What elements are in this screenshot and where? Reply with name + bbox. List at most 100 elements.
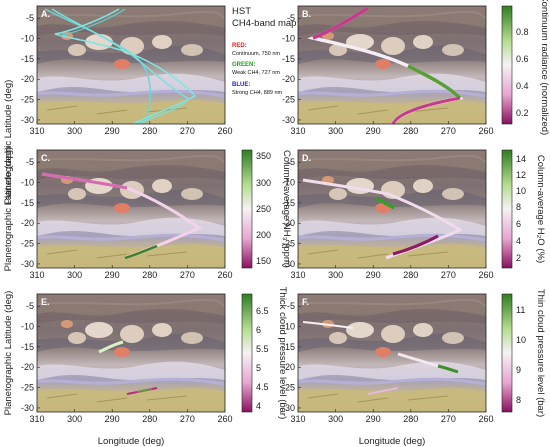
xtick-label: 290: [105, 270, 120, 280]
panel-d-label: D.: [302, 153, 311, 163]
xtick-label: 310: [290, 126, 305, 136]
ytick-label: -20: [21, 218, 34, 228]
ytick-label: -15: [282, 198, 295, 208]
colorbar-d-tick-6: 2: [516, 253, 521, 263]
colorbar-e-tick-1: 6: [256, 325, 261, 335]
panel-b-swath-low-2: [391, 96, 461, 124]
legend-title-line1: HST: [232, 6, 251, 17]
panel-b-swath-low: [312, 6, 369, 40]
panel-d-frame: [297, 149, 487, 269]
ytick-label: -30: [282, 403, 295, 413]
colorbar-e-tick-0: 6.5: [256, 306, 269, 316]
panel-c-label: C.: [41, 153, 50, 163]
ytick-label: -5: [26, 157, 34, 167]
panel-b: B.: [297, 5, 487, 125]
legend-title-line2: CH4-band map: [232, 18, 296, 29]
panel-c-swath-low: [41, 172, 128, 190]
colorbar-b: 0.8 0.6 0.4 0.2 Continuum radiance (norm…: [501, 0, 550, 135]
legend-red-desc: Continuum, 750 nm: [232, 51, 280, 57]
ytick-label: -20: [282, 362, 295, 372]
xtick-label: 260: [217, 414, 232, 424]
colorbar-d-tick-1: 12: [516, 170, 526, 180]
colorbar-c-tick-1: 300: [256, 178, 271, 188]
panel-f-swath-1: [302, 321, 354, 329]
colorbar-b-tick-0: 0.8: [516, 27, 529, 37]
xtick-label: 310: [290, 270, 305, 280]
ytick-label: -15: [282, 54, 295, 64]
colorbar-d-tick-2: 10: [516, 186, 526, 196]
ytick-label: -10: [282, 178, 295, 188]
xtick-label: 260: [217, 126, 232, 136]
panel-a-label: A.: [41, 9, 50, 19]
colorbar-f-tick-3: 8: [516, 395, 521, 405]
colorbar-c-tick-2: 250: [256, 204, 271, 214]
colorbar-c-tick-3: 200: [256, 230, 271, 240]
xtick-label: 270: [441, 270, 456, 280]
xtick-label: 260: [217, 270, 232, 280]
colorbar-e-tick-2: 5.5: [256, 344, 269, 354]
colorbar-f-tick-2: 9: [516, 365, 521, 375]
ytick-label: -15: [21, 198, 34, 208]
legend-green-key: GREEN:: [232, 62, 255, 68]
panel-a-frame: [36, 5, 226, 125]
panel-e-label: E.: [41, 297, 50, 307]
panel-f-map: [298, 294, 486, 412]
xtick-label: 300: [328, 126, 343, 136]
ytick-label: -20: [282, 218, 295, 228]
panel-e: E.: [36, 293, 226, 413]
xtick-label: 290: [366, 414, 381, 424]
xtick-label: 280: [142, 414, 157, 424]
ytick-label: -10: [21, 34, 34, 44]
colorbar-d-tick-0: 14: [516, 154, 526, 164]
xtick-label: 280: [142, 126, 157, 136]
ytick-label: -10: [282, 322, 295, 332]
xtick-label: 260: [478, 126, 493, 136]
ylabel-row-2: Planetographic Latitude (deg): [3, 147, 14, 272]
legend-blue-desc: Strong CH4, 889 nm: [232, 90, 283, 96]
xtick-label: 300: [67, 126, 82, 136]
ytick-label: -15: [282, 342, 295, 352]
panel-c-swath-high: [124, 244, 158, 260]
xtick-label: 290: [105, 414, 120, 424]
colorbar-e: 6.5 6 5.5 5 4.5 4 Thick cloud pressure l…: [241, 287, 288, 419]
panel-b-frame: [297, 5, 487, 125]
xtick-label: 290: [366, 126, 381, 136]
colorbar-d-tick-4: 6: [516, 219, 521, 229]
panel-c: C.: [36, 149, 226, 269]
xlabel-right: Longitude (deg): [359, 436, 426, 447]
panel-e-swath-3: [136, 388, 153, 393]
colorbar-e-bar: [241, 293, 253, 413]
xtick-label: 300: [67, 414, 82, 424]
ytick-label: -20: [282, 74, 295, 84]
ylabel-row-3: Planetographic Latitude (deg): [3, 291, 14, 416]
xtick-label: 260: [478, 270, 493, 280]
panel-f-label: F.: [302, 297, 309, 307]
colorbar-d-label: Column-average H₂O (%): [535, 155, 546, 263]
panel-e-swath-1: [98, 340, 124, 354]
ytick-label: -30: [282, 259, 295, 269]
colorbar-d-tick-3: 8: [516, 202, 521, 212]
panel-b-swath-high: [407, 64, 462, 100]
xtick-label: 270: [180, 414, 195, 424]
colorbar-c-tick-0: 350: [256, 151, 271, 161]
panel-c-map: [37, 150, 225, 268]
colorbar-c-label: Column-average NH₃ (ppm): [281, 150, 292, 268]
ytick-label: -25: [282, 239, 295, 249]
panel-f-swath-3: [437, 364, 459, 374]
ytick-label: -5: [26, 301, 34, 311]
xtick-label: 280: [403, 126, 418, 136]
colorbar-c: 350 300 250 200 150 Column-average NH₃ (…: [241, 149, 292, 269]
colorbar-f-tick-0: 11: [516, 305, 525, 315]
ytick-label: -20: [21, 362, 34, 372]
ytick-label: -10: [21, 322, 34, 332]
panel-a: A.: [36, 5, 226, 125]
ytick-label: -15: [21, 54, 34, 64]
colorbar-e-tick-3: 5: [256, 363, 261, 373]
panel-f: F.: [297, 293, 487, 413]
panel-c-frame: [36, 149, 226, 269]
ytick-label: -25: [282, 95, 295, 105]
xtick-label: 270: [441, 126, 456, 136]
ytick-label: -25: [21, 239, 34, 249]
